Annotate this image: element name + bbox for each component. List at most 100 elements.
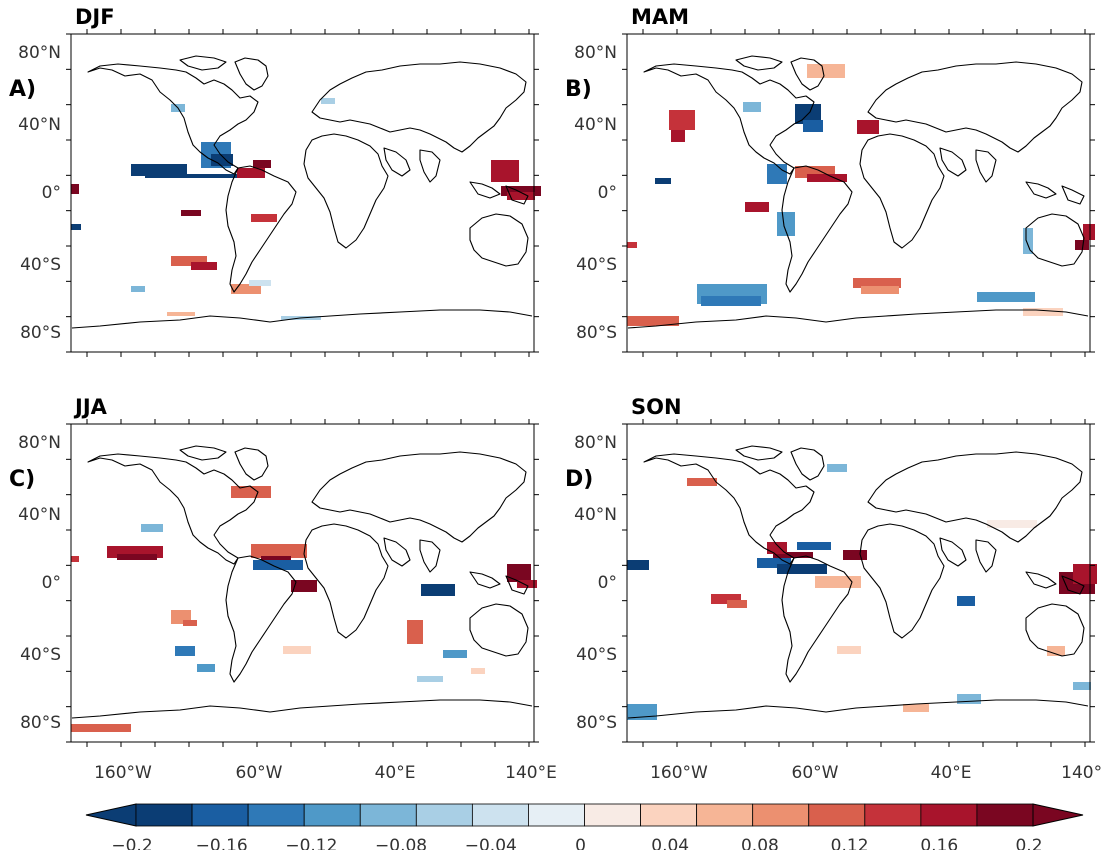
colorbar: −0.2 −0.16 −0.12 −0.08 −0.04 0 0.04 0.08 0.12 0.1… — [85, 803, 1084, 850]
anomaly-patch — [857, 120, 879, 134]
anomaly-patch — [145, 174, 255, 178]
map-frame — [70, 33, 535, 353]
anomaly-patch — [627, 560, 649, 570]
anomaly-patch — [987, 520, 1037, 528]
colorbar-segment — [584, 803, 641, 827]
colorbar-segment — [976, 803, 1034, 827]
colorbar-extend-high — [1032, 803, 1084, 827]
anomaly-patch — [743, 102, 761, 112]
anomaly-patch — [1047, 646, 1065, 656]
anomaly-patch — [507, 564, 531, 582]
colorbar-segment — [191, 803, 249, 827]
anomaly-patch — [627, 242, 637, 248]
anomaly-patch — [171, 256, 207, 266]
colorbar-label: −0.04 — [465, 836, 517, 850]
anomaly-patch — [669, 110, 695, 130]
panel-letter: D) — [565, 467, 593, 492]
anomaly-patch — [853, 278, 901, 288]
anomaly-patch — [767, 542, 787, 554]
anomaly-patch — [745, 202, 769, 212]
anomaly-patch — [797, 542, 831, 550]
colorbar-label: −0.12 — [285, 836, 337, 850]
panel-title: DJF — [75, 5, 115, 29]
anomaly-patch — [687, 478, 717, 486]
anomaly-patch — [231, 486, 271, 498]
anomaly-patch — [167, 312, 195, 316]
lat-tick-label: 0° — [598, 573, 617, 593]
anomaly-patch — [237, 168, 265, 178]
lon-tick-label: 60°W — [792, 763, 839, 783]
lat-tick-label: 40°N — [574, 115, 617, 135]
anomaly-patch — [671, 130, 685, 142]
lon-tick-label: 160°W — [94, 763, 152, 783]
lat-tick-label: 40°S — [576, 645, 617, 665]
lat-tick-label: 40°S — [20, 645, 61, 665]
anomaly-patch — [197, 664, 215, 672]
anomaly-patch — [727, 600, 747, 608]
colorbar-label: 0.16 — [920, 836, 958, 850]
anomaly-patch — [1075, 240, 1089, 250]
anomaly-patch — [443, 650, 467, 658]
lat-tick-label: 80°S — [576, 713, 617, 733]
colorbar-segment — [696, 803, 754, 827]
anomaly-patch — [181, 210, 201, 216]
lat-tick-label: 40°N — [574, 505, 617, 525]
lon-tick-label: 60°W — [236, 763, 283, 783]
colorbar-segment — [247, 803, 305, 827]
lat-tick-label: 80°S — [20, 713, 61, 733]
lon-tick-label: 140°E — [505, 763, 557, 783]
anomaly-patch — [1023, 308, 1063, 316]
anomaly-patch — [1023, 228, 1033, 254]
panel-title: MAM — [631, 5, 689, 29]
panel-letter: B) — [565, 77, 592, 102]
panel-title: SON — [631, 395, 682, 419]
anomaly-patch — [253, 160, 271, 168]
lat-tick-label: 80°N — [18, 433, 61, 453]
colorbar-segment — [640, 803, 698, 827]
anomaly-patch — [501, 186, 541, 196]
anomaly-patch — [977, 292, 1035, 302]
anomaly-patch — [777, 212, 795, 236]
lat-tick-label: 40°S — [20, 255, 61, 275]
colorbar-label: −0.08 — [375, 836, 427, 850]
panel-title: JJA — [73, 395, 108, 419]
anomaly-patch — [777, 564, 827, 574]
anomaly-patch — [231, 284, 261, 294]
lon-tick-label: 40°E — [375, 763, 416, 783]
anomaly-patch — [141, 524, 163, 532]
lon-tick-label: 140°E — [1061, 763, 1102, 783]
map-panel-son: SON D) 80°N 40°N 0° 40°S 80°S 160°W 60°W 40°E 140°… — [565, 395, 1102, 783]
anomaly-patch — [861, 286, 899, 294]
lat-tick-label: 80°S — [20, 323, 61, 343]
lon-tick-label: 40°E — [931, 763, 972, 783]
anomaly-patch — [251, 214, 277, 222]
anomaly-patch — [421, 584, 455, 596]
anomaly-patch — [251, 544, 307, 558]
anomaly-patch — [815, 576, 861, 588]
anomaly-field — [627, 64, 1095, 326]
anomaly-patch — [407, 620, 423, 644]
anomaly-patch — [283, 646, 311, 654]
anomaly-patch — [837, 646, 861, 654]
anomaly-patch — [191, 262, 217, 270]
lat-tick-label: 80°N — [18, 43, 61, 63]
anomaly-patch — [517, 580, 537, 588]
lat-tick-label: 40°N — [18, 115, 61, 135]
anomaly-patch — [803, 120, 823, 132]
anomaly-patch — [71, 724, 131, 732]
anomaly-patch — [321, 98, 335, 104]
colorbar-segment — [528, 803, 585, 827]
anomaly-patch — [71, 556, 79, 562]
anomaly-patch — [211, 154, 233, 166]
lat-tick-label: 40°N — [18, 505, 61, 525]
anomaly-patch — [1073, 682, 1091, 690]
anomaly-patch — [291, 580, 317, 592]
colorbar-label: 0.08 — [741, 836, 779, 850]
anomaly-patch — [249, 280, 271, 286]
map-frame — [626, 423, 1091, 743]
colorbar-segment — [471, 803, 529, 827]
anomaly-patch — [655, 178, 671, 184]
colorbar-label: −0.2 — [111, 836, 152, 850]
map-frame — [70, 423, 535, 743]
